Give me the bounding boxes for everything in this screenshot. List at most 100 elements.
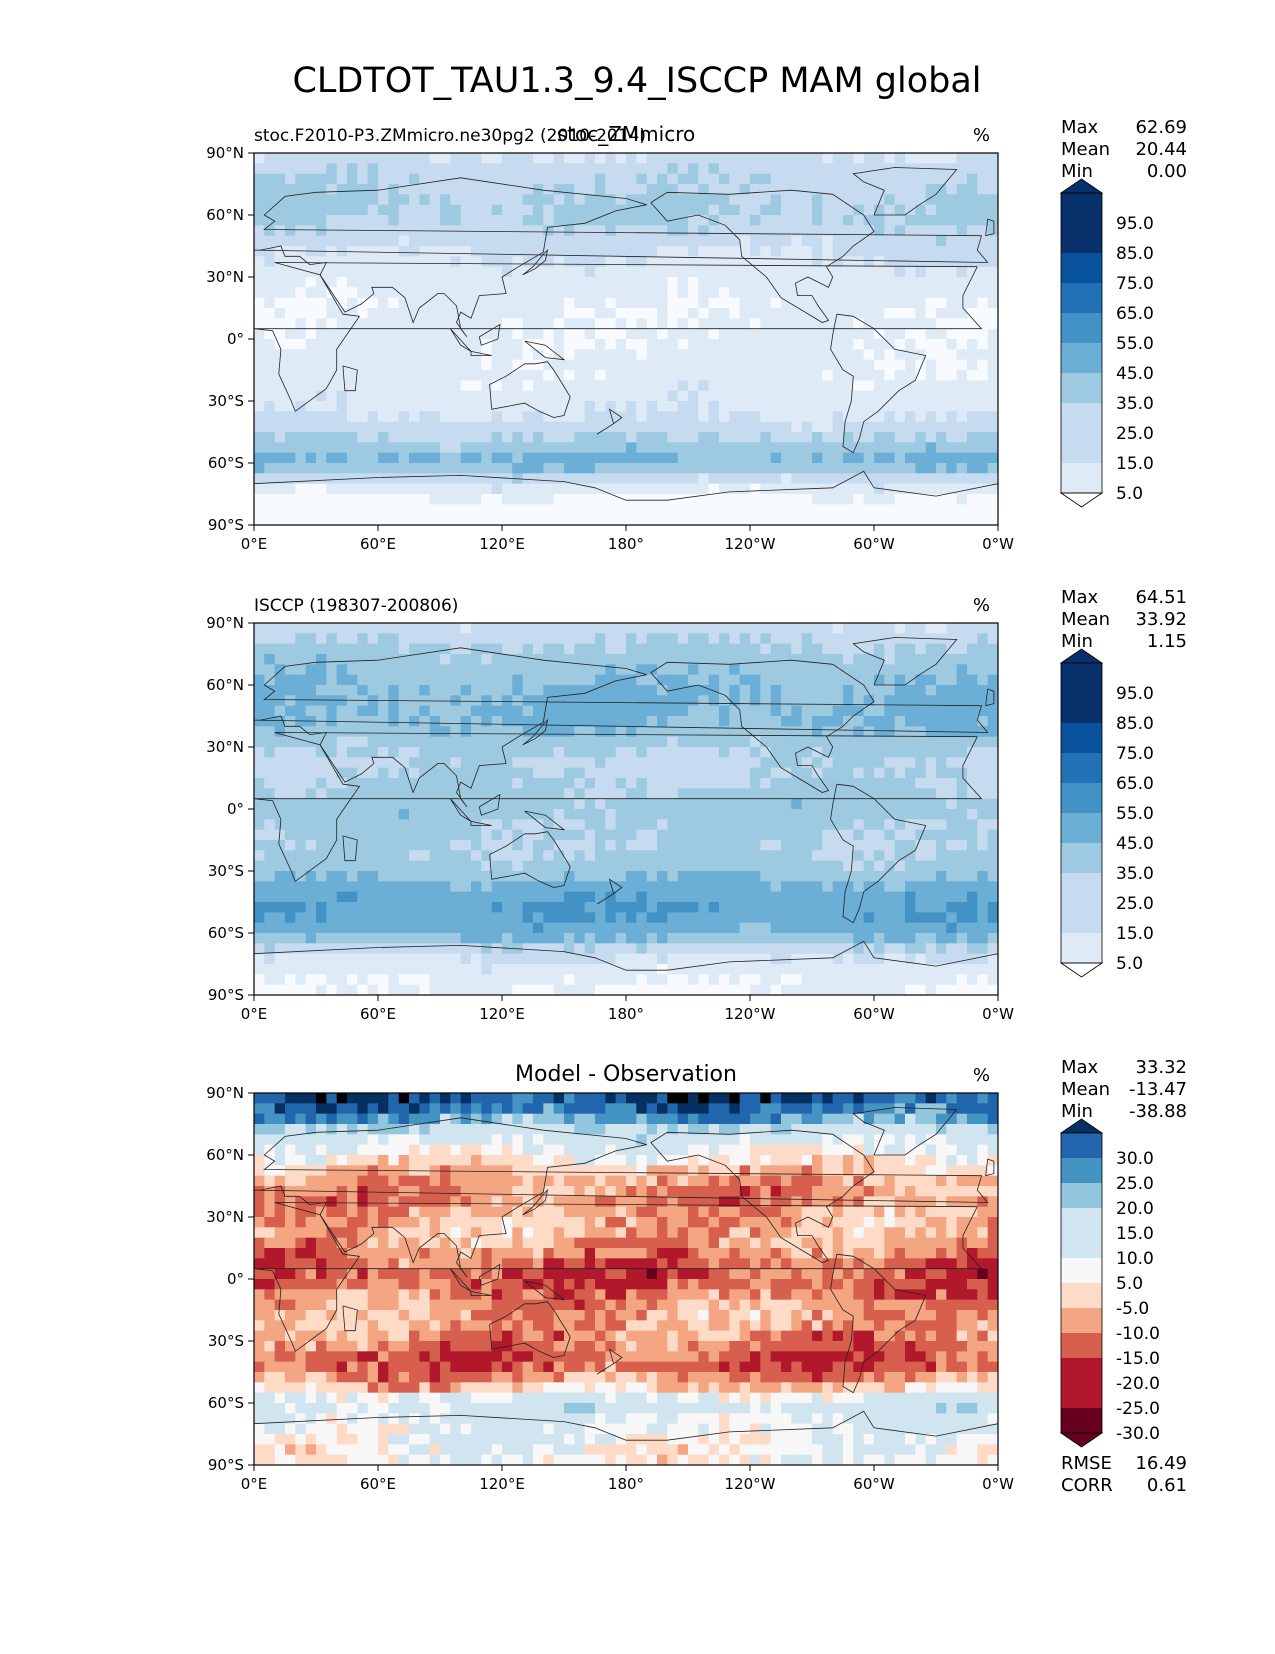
field-cell <box>833 871 844 882</box>
field-cell <box>264 174 275 185</box>
field-cell <box>791 184 802 195</box>
field-cell <box>874 174 885 185</box>
field-cell <box>822 881 833 892</box>
field-cell <box>988 716 999 727</box>
field-cell <box>430 318 441 329</box>
field-cell <box>533 370 544 381</box>
field-cell <box>719 799 730 810</box>
field-cell <box>605 277 616 288</box>
field-cell <box>957 401 968 412</box>
field-cell <box>409 830 420 841</box>
field-cell <box>791 339 802 350</box>
field-cell <box>864 463 875 474</box>
field-cell <box>709 943 720 954</box>
field-cell <box>388 892 399 903</box>
field-cell <box>667 184 678 195</box>
field-cell <box>874 153 885 164</box>
field-cell <box>326 664 337 675</box>
field-cell <box>812 768 823 779</box>
field-cell <box>574 737 585 748</box>
field-cell <box>977 923 988 934</box>
field-cell <box>481 442 492 453</box>
field-cell <box>523 644 534 655</box>
field-cell <box>471 153 482 164</box>
field-cell <box>647 685 658 696</box>
y-tick-label: 90°S <box>208 516 244 534</box>
field-cell <box>977 370 988 381</box>
field-cell <box>853 453 864 464</box>
field-cell <box>895 163 906 174</box>
field-cell <box>688 442 699 453</box>
field-cell <box>337 912 348 923</box>
field-cell <box>616 267 627 278</box>
field-cell <box>709 664 720 675</box>
field-cell <box>647 515 658 526</box>
field-cell <box>647 675 658 686</box>
field-cell <box>430 912 441 923</box>
field-cell <box>698 830 709 841</box>
field-cell <box>285 633 296 644</box>
field-cell <box>254 695 265 706</box>
field-cell <box>833 912 844 923</box>
field-cell <box>781 422 792 433</box>
field-cell <box>523 504 534 515</box>
field-cell <box>750 871 761 882</box>
field-cell <box>399 633 410 644</box>
field-cell <box>368 912 379 923</box>
field-cell <box>957 623 968 634</box>
field-cell <box>316 933 327 944</box>
field-cell <box>791 737 802 748</box>
field-cell <box>833 515 844 526</box>
field-cell <box>771 923 782 934</box>
field-cell <box>853 504 864 515</box>
field-cell <box>977 494 988 505</box>
field-cell <box>905 912 916 923</box>
field-cell <box>884 737 895 748</box>
field-cell <box>595 205 606 216</box>
field-cell <box>791 695 802 706</box>
field-cell <box>512 923 523 934</box>
field-cell <box>512 933 523 944</box>
field-cell <box>636 654 647 665</box>
field-cell <box>729 246 740 257</box>
field-cell <box>275 411 286 422</box>
field-cell <box>760 830 771 841</box>
field-cell <box>595 654 606 665</box>
field-cell <box>967 184 978 195</box>
field-cell <box>791 933 802 944</box>
field-cell <box>254 215 265 226</box>
field-cell <box>822 153 833 164</box>
field-cell <box>502 205 513 216</box>
field-cell <box>957 881 968 892</box>
field-cell <box>915 298 926 309</box>
field-cell <box>295 360 306 371</box>
field-cell <box>595 349 606 360</box>
field-cell <box>399 442 410 453</box>
field-cell <box>357 256 368 267</box>
field-cell <box>481 277 492 288</box>
field-cell <box>450 633 461 644</box>
field-cell <box>388 747 399 758</box>
field-cell <box>636 861 647 872</box>
field-cell <box>585 788 596 799</box>
field-cell <box>564 504 575 515</box>
field-cell <box>740 809 751 820</box>
field-cell <box>264 881 275 892</box>
field-cell <box>388 267 399 278</box>
field-cell <box>574 267 585 278</box>
field-cell <box>626 422 637 433</box>
field-cell <box>967 788 978 799</box>
field-cell <box>295 349 306 360</box>
field-cell <box>791 494 802 505</box>
field-cell <box>440 850 451 861</box>
field-cell <box>295 850 306 861</box>
field-cell <box>957 840 968 851</box>
field-cell <box>264 360 275 371</box>
field-cell <box>368 298 379 309</box>
field-cell <box>760 391 771 402</box>
field-cell <box>347 318 358 329</box>
field-cell <box>771 840 782 851</box>
field-cell <box>895 747 906 758</box>
field-cell <box>926 277 937 288</box>
field-cell <box>326 706 337 717</box>
